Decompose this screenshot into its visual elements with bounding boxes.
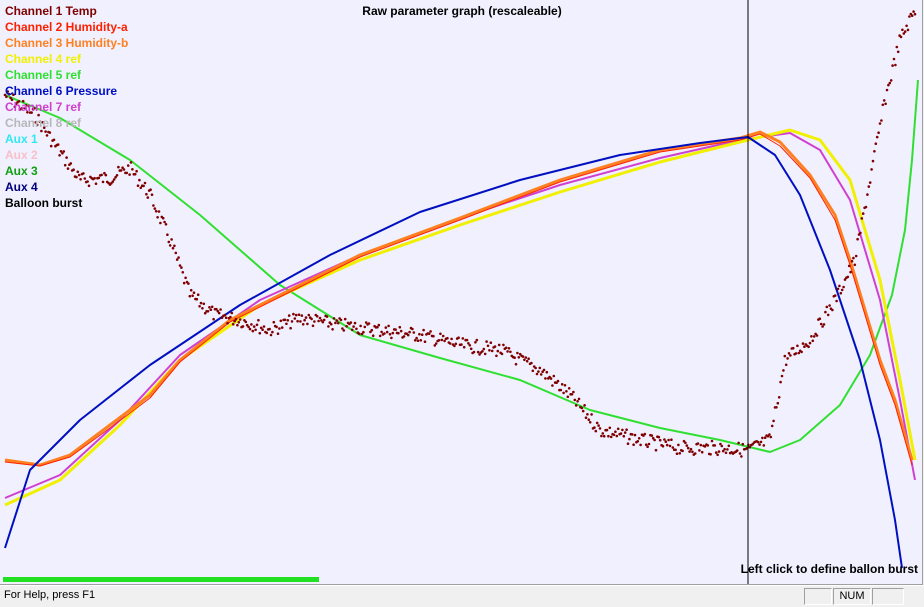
graph-title: Raw parameter graph (rescaleable) [362,4,562,18]
legend-item: Aux 1 [5,132,38,146]
legend-item: Channel 5 ref [5,68,82,82]
num-indicator: NUM [833,588,871,605]
legend-item: Aux 3 [5,164,38,178]
trace-channel-7 [4,132,916,499]
trace-channel-4 [4,128,917,507]
trace-channel-3 [4,130,914,467]
raw-parameter-plot[interactable] [0,0,922,584]
help-text: For Help, press F1 [4,589,96,601]
legend: Channel 1 Temp Channel 2 Humidity-a Channe… [5,3,128,211]
trace-channel-5 [4,79,919,453]
burst-hint: Left click to define ballon burst [740,562,918,576]
status-panel-1 [804,588,832,605]
legend-item: Channel 6 Pressure [5,84,118,98]
legend-item: Channel 3 Humidity-b [5,36,129,50]
trace-channel-2 [4,133,913,467]
status-bar: For Help, press F1 NUM [0,585,924,607]
trace-channel-6 [4,136,903,569]
legend-item: Channel 2 Humidity-a [5,20,128,34]
legend-item: Channel 7 ref [5,100,82,114]
legend-item: Channel 4 ref [5,52,82,66]
legend-item: Channel 1 Temp [5,4,97,18]
progress-bar [3,577,319,582]
legend-item: Aux 4 [5,180,38,194]
trace-channel-1 [3,10,917,458]
status-panel-3 [872,588,904,605]
legend-item: Balloon burst [5,196,83,210]
legend-item: Channel 8 ref [5,116,82,130]
graph-area[interactable]: Channel 1 Temp Channel 2 Humidity-a Channe… [0,0,923,585]
legend-item: Aux 2 [5,148,38,162]
